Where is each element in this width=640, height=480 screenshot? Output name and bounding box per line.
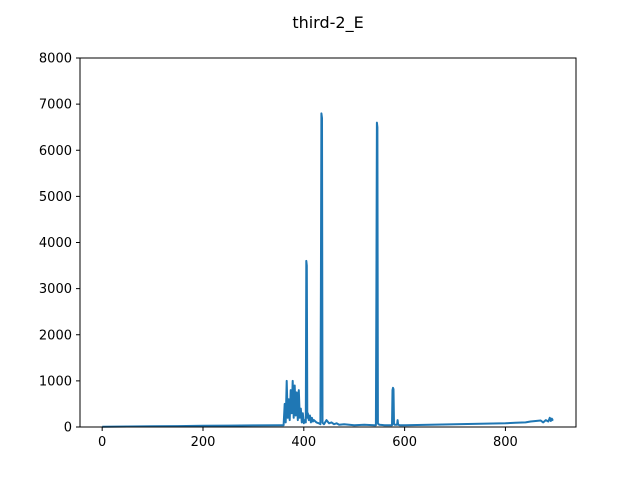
y-tick-label: 8000 bbox=[39, 52, 72, 67]
x-tick-label: 600 bbox=[392, 435, 417, 450]
x-tick-label: 200 bbox=[191, 435, 216, 450]
y-tick-label: 5000 bbox=[39, 190, 72, 205]
y-axis: 0 1000 2000 3000 4000 5000 6000 7000 8000 bbox=[39, 52, 80, 436]
y-tick-label: 4000 bbox=[39, 236, 72, 251]
series-line-0 bbox=[102, 112, 554, 428]
x-tick-label: 400 bbox=[291, 435, 316, 450]
y-tick-label: 1000 bbox=[39, 374, 72, 389]
y-tick-label: 7000 bbox=[39, 98, 72, 113]
plot-area bbox=[79, 57, 577, 428]
x-tick-label: 800 bbox=[493, 435, 518, 450]
y-tick-label: 3000 bbox=[39, 282, 72, 297]
x-axis: 0 200 400 600 800 bbox=[98, 427, 518, 450]
y-tick-label: 2000 bbox=[39, 328, 72, 343]
chart-title: third-2_E bbox=[292, 13, 363, 33]
y-tick-label: 0 bbox=[64, 421, 72, 436]
x-tick-label: 0 bbox=[98, 435, 106, 450]
y-tick-label: 6000 bbox=[39, 144, 72, 159]
plot-frame bbox=[79, 57, 577, 428]
